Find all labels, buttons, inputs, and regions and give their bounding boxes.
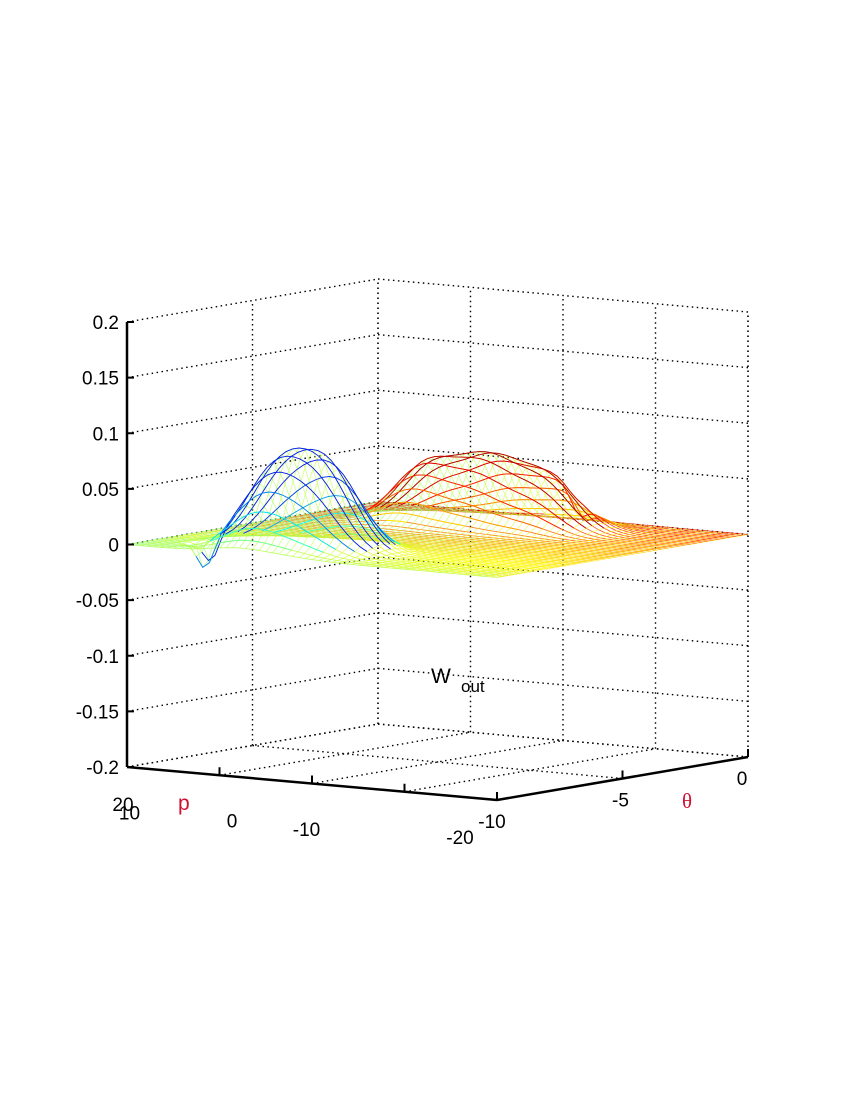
peak-mesh-line bbox=[398, 460, 604, 524]
peak-mesh-line bbox=[386, 519, 407, 523]
peak-mesh-line bbox=[363, 474, 562, 530]
grid-line bbox=[377, 333, 749, 369]
mesh-line bbox=[272, 450, 524, 554]
peak-mesh-line bbox=[274, 512, 401, 545]
annotation-subscript: out bbox=[461, 677, 485, 696]
peak-mesh-line bbox=[365, 512, 466, 527]
annotation-w-out: W out bbox=[431, 665, 485, 696]
mesh-line bbox=[159, 504, 412, 548]
mesh-line bbox=[358, 479, 610, 566]
p-tick-label: 10 bbox=[119, 803, 140, 824]
grid-line bbox=[377, 445, 749, 480]
mesh-line bbox=[179, 505, 431, 569]
mesh-line bbox=[285, 451, 537, 556]
grid-line bbox=[377, 389, 749, 424]
grid-lines bbox=[126, 278, 749, 801]
mesh-line bbox=[417, 527, 669, 571]
grid-line bbox=[377, 556, 749, 591]
mesh-line bbox=[206, 489, 458, 549]
peak-mesh-line bbox=[385, 452, 605, 529]
mesh-line bbox=[265, 448, 517, 552]
mesh-line bbox=[239, 456, 491, 549]
z-tick-label: -0.05 bbox=[76, 591, 119, 612]
mesh-line bbox=[278, 451, 531, 555]
mesh-line bbox=[146, 502, 398, 547]
z-tick-label: 0 bbox=[108, 536, 119, 557]
mesh-line bbox=[397, 522, 649, 570]
peak-mesh-line bbox=[218, 539, 292, 551]
theta-tick-label: -5 bbox=[612, 791, 629, 812]
theta-tick-label: -10 bbox=[478, 812, 505, 833]
annotation-main: W bbox=[431, 665, 451, 688]
mesh-line bbox=[404, 525, 656, 570]
p-tick-label: 0 bbox=[227, 812, 238, 833]
mesh-line bbox=[477, 532, 729, 577]
mesh-line bbox=[457, 530, 709, 575]
p-axis-label: p bbox=[178, 792, 190, 815]
mesh-line bbox=[444, 529, 696, 574]
peak-mesh-line bbox=[374, 455, 587, 529]
peak-mesh-line bbox=[243, 476, 396, 546]
p-tick-label: -10 bbox=[293, 820, 320, 841]
grid-line bbox=[126, 333, 379, 379]
peak-mesh-line bbox=[210, 527, 324, 553]
mesh-line bbox=[325, 461, 577, 562]
grid-line bbox=[377, 278, 749, 313]
z-tick-label: 0.05 bbox=[82, 480, 119, 501]
mesh-line bbox=[496, 534, 749, 578]
mesh-line bbox=[411, 526, 663, 571]
mesh-line bbox=[331, 463, 583, 563]
mesh-line bbox=[305, 454, 557, 559]
peak-mesh-line bbox=[364, 501, 518, 530]
mesh-line bbox=[318, 459, 570, 561]
p-tick-label: 20 bbox=[112, 795, 133, 816]
peak-mesh-line bbox=[368, 462, 575, 529]
z-tick-label: -0.1 bbox=[86, 647, 119, 668]
mesh-line bbox=[311, 456, 564, 560]
mesh-line bbox=[437, 528, 689, 573]
mesh-line bbox=[338, 466, 590, 564]
theta-tick-label: 0 bbox=[737, 769, 748, 790]
p-tick-label: -20 bbox=[446, 828, 473, 849]
peak-mesh-line bbox=[237, 459, 391, 545]
peak-mesh-line bbox=[220, 455, 373, 549]
peak-mesh-line bbox=[209, 511, 336, 550]
peak-mesh-line bbox=[363, 488, 543, 530]
mesh-line bbox=[291, 451, 544, 557]
mesh-line bbox=[470, 531, 722, 576]
peak-mesh-line bbox=[380, 451, 593, 526]
mesh-line bbox=[371, 494, 623, 567]
z-tick-label: 0.2 bbox=[93, 313, 119, 334]
peak-mesh-line bbox=[195, 491, 355, 569]
peak-mesh-line bbox=[219, 447, 379, 547]
grid-line bbox=[126, 278, 379, 323]
peak-mesh-line bbox=[448, 499, 614, 524]
grid-line bbox=[404, 748, 656, 793]
mesh-line bbox=[430, 528, 682, 572]
mesh-line bbox=[450, 530, 702, 574]
surface-mesh bbox=[126, 447, 749, 578]
z-tick-label: 0.1 bbox=[93, 424, 119, 445]
mesh-line bbox=[463, 531, 716, 575]
mesh-line bbox=[351, 473, 603, 565]
mesh-line bbox=[364, 486, 616, 567]
z-tick-label: -0.2 bbox=[86, 758, 119, 779]
mesh-line bbox=[391, 517, 643, 569]
mesh-line bbox=[424, 527, 676, 572]
theta-axis-label: θ bbox=[682, 789, 692, 813]
grid-line bbox=[377, 723, 749, 758]
mesh-line bbox=[199, 496, 451, 550]
grid-line bbox=[126, 389, 379, 434]
mesh-line bbox=[232, 461, 484, 548]
mesh-line bbox=[483, 532, 735, 577]
peak-mesh-line bbox=[300, 525, 393, 542]
z-tick-label: -0.15 bbox=[76, 702, 119, 723]
grid-line bbox=[219, 731, 471, 776]
mesh-line bbox=[490, 533, 742, 578]
mesh-line bbox=[245, 451, 497, 549]
z-tick-label: 0.15 bbox=[82, 369, 119, 390]
grid-line bbox=[252, 744, 623, 780]
